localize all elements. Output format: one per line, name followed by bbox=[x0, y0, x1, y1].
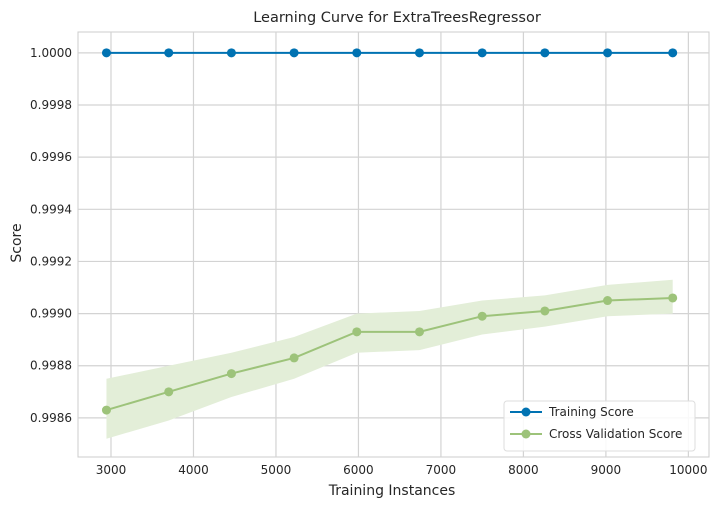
training-score-point bbox=[540, 48, 550, 58]
score-points bbox=[101, 48, 678, 415]
legend: Training Score Cross Validation Score bbox=[503, 400, 696, 452]
chart-title: Learning Curve for ExtraTreesRegressor bbox=[253, 10, 541, 26]
training-score-legend-label: Training Score bbox=[548, 405, 634, 419]
training-score-point bbox=[289, 48, 299, 58]
x-tick-label: 3000 bbox=[96, 463, 127, 477]
y-tick-label: 0.9986 bbox=[30, 411, 72, 425]
cross-validation-score-legend-label: Cross Validation Score bbox=[549, 427, 682, 441]
score-lines bbox=[106, 51, 673, 412]
cross-validation-score-point bbox=[540, 306, 550, 316]
cross-validation-score-point bbox=[603, 296, 613, 306]
training-score-point bbox=[668, 48, 678, 58]
x-tick-label: 6000 bbox=[343, 463, 374, 477]
y-axis-label: Score bbox=[9, 223, 25, 262]
cross-validation-score-point bbox=[101, 405, 111, 415]
y-tick-label: 0.9996 bbox=[30, 150, 72, 164]
y-axis-ticks: 0.9986 0.9988 0.9990 0.9992 0.9994 0.9996 0.99… bbox=[30, 46, 72, 425]
x-tick-label: 4000 bbox=[178, 463, 209, 477]
score-bands bbox=[106, 279, 673, 439]
cross-validation-score-band bbox=[106, 279, 673, 439]
cross-validation-score-point bbox=[289, 353, 299, 363]
cross-validation-score-point bbox=[226, 369, 236, 379]
training-score-point bbox=[352, 48, 362, 58]
x-axis-label: Training Instances bbox=[328, 483, 456, 499]
cross-validation-score-point bbox=[164, 387, 174, 397]
x-tick-label: 8000 bbox=[508, 463, 539, 477]
y-tick-label: 0.9990 bbox=[30, 307, 72, 321]
y-tick-label: 0.9998 bbox=[30, 98, 72, 112]
x-tick-label: 5000 bbox=[261, 463, 292, 477]
training-score-legend-marker bbox=[521, 407, 531, 417]
y-tick-label: 0.9992 bbox=[30, 254, 72, 268]
x-tick-label: 9000 bbox=[591, 463, 622, 477]
cross-validation-score-line bbox=[106, 296, 673, 412]
cross-validation-score-point bbox=[414, 327, 424, 337]
training-score-point bbox=[603, 48, 613, 58]
cross-validation-score-legend-marker bbox=[521, 429, 531, 439]
x-tick-label: 10000 bbox=[669, 463, 707, 477]
training-score-point bbox=[101, 48, 111, 58]
training-score-point bbox=[477, 48, 487, 58]
y-tick-label: 1.0000 bbox=[30, 46, 72, 60]
cross-validation-score-point bbox=[352, 327, 362, 337]
x-tick-label: 7000 bbox=[426, 463, 457, 477]
training-score-point bbox=[414, 48, 424, 58]
x-axis-ticks: 3000 4000 5000 6000 7000 8000 9000 10000 bbox=[96, 463, 708, 477]
y-tick-label: 0.9988 bbox=[30, 359, 72, 373]
y-tick-label: 0.9994 bbox=[30, 202, 72, 216]
training-score-point bbox=[164, 48, 174, 58]
cross-validation-score-point bbox=[477, 311, 487, 321]
legend-box bbox=[503, 400, 696, 452]
training-score-point bbox=[226, 48, 236, 58]
cross-validation-score-point bbox=[668, 293, 678, 303]
